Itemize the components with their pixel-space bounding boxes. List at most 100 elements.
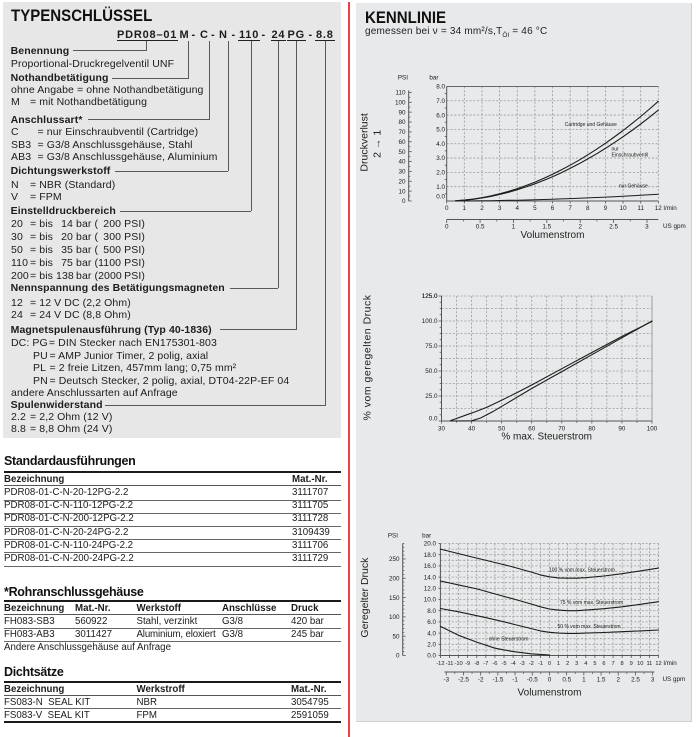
svg-text:Druckverlust: Druckverlust: [358, 113, 370, 171]
svg-text:8: 8: [621, 661, 624, 667]
svg-text:125.0: 125.0: [422, 293, 438, 300]
svg-text:16.0: 16.0: [424, 563, 437, 570]
svg-text:0.0: 0.0: [436, 193, 445, 200]
svg-text:10: 10: [398, 188, 406, 195]
svg-text:100: 100: [389, 614, 400, 621]
svg-text:-1: -1: [538, 661, 543, 667]
svg-text:3: 3: [651, 676, 655, 683]
svg-text:2.5: 2.5: [609, 223, 618, 230]
svg-text:-10: -10: [454, 661, 462, 667]
svg-text:12: 12: [655, 661, 661, 667]
svg-text:-9: -9: [465, 661, 470, 667]
svg-text:8: 8: [586, 205, 590, 212]
svg-text:75 % vom max. Steuerstrom: 75 % vom max. Steuerstrom: [560, 600, 623, 606]
svg-text:7: 7: [612, 661, 615, 667]
svg-text:nur: nur: [612, 147, 620, 153]
svg-text:bar: bar: [422, 532, 431, 539]
svg-text:0.5: 0.5: [476, 223, 485, 230]
svg-text:18.0: 18.0: [424, 552, 437, 559]
svg-text:110: 110: [395, 90, 406, 97]
svg-text:4.0: 4.0: [436, 141, 445, 148]
svg-text:90: 90: [398, 109, 406, 116]
svg-text:9: 9: [630, 661, 633, 667]
svg-text:60: 60: [398, 139, 406, 146]
svg-text:-3: -3: [443, 676, 449, 683]
svg-text:5: 5: [533, 205, 537, 212]
svg-text:50: 50: [498, 426, 506, 433]
svg-text:0: 0: [548, 661, 551, 667]
svg-text:-8: -8: [474, 661, 479, 667]
svg-text:ohne Steuerstrom: ohne Steuerstrom: [489, 637, 529, 643]
svg-text:20.0: 20.0: [424, 541, 437, 548]
svg-text:PSI: PSI: [388, 532, 398, 539]
svg-text:75.0: 75.0: [425, 343, 438, 350]
svg-text:6: 6: [602, 661, 605, 667]
svg-text:PSI: PSI: [398, 75, 408, 82]
svg-text:50 % vom max. Steuerstrom: 50 % vom max. Steuerstrom: [558, 624, 621, 630]
svg-text:125.0: 125.0: [422, 293, 438, 300]
svg-text:70: 70: [398, 129, 406, 136]
svg-text:Cartridge und Gehäuse: Cartridge und Gehäuse: [565, 122, 617, 128]
svg-text:6.0: 6.0: [436, 112, 445, 119]
svg-text:10.0: 10.0: [424, 597, 437, 604]
svg-text:12: 12: [655, 205, 663, 212]
svg-text:100: 100: [395, 100, 406, 107]
svg-text:-7: -7: [483, 661, 488, 667]
svg-text:70: 70: [558, 426, 566, 433]
svg-text:bar: bar: [429, 75, 438, 82]
svg-text:l/min: l/min: [664, 660, 678, 667]
svg-text:10: 10: [637, 661, 643, 667]
svg-text:6.0: 6.0: [427, 619, 436, 626]
svg-text:9: 9: [604, 205, 608, 212]
svg-text:% vom geregelten Druck: % vom geregelten Druck: [362, 294, 374, 420]
svg-text:-2: -2: [478, 676, 484, 683]
svg-text:0.0: 0.0: [429, 416, 438, 423]
svg-text:0: 0: [396, 653, 400, 660]
svg-text:60: 60: [528, 426, 536, 433]
svg-text:4: 4: [515, 205, 519, 212]
svg-text:Einschraubventil: Einschraubventil: [612, 152, 649, 158]
svg-text:1: 1: [512, 223, 516, 230]
svg-text:80: 80: [588, 426, 596, 433]
svg-text:12.0: 12.0: [424, 586, 437, 593]
svg-text:3: 3: [575, 661, 578, 667]
svg-text:6: 6: [551, 205, 555, 212]
svg-text:150: 150: [389, 595, 400, 602]
svg-text:0.0: 0.0: [427, 653, 436, 660]
svg-text:90: 90: [618, 426, 626, 433]
svg-text:% max. Steuerstrom: % max. Steuerstrom: [501, 432, 592, 443]
svg-text:1: 1: [582, 676, 586, 683]
svg-text:-1: -1: [512, 676, 518, 683]
svg-text:0: 0: [548, 676, 552, 683]
svg-text:8.0: 8.0: [427, 608, 436, 615]
svg-text:200: 200: [389, 576, 400, 583]
svg-text:1: 1: [557, 661, 560, 667]
svg-text:100: 100: [647, 426, 658, 433]
svg-text:-11: -11: [446, 661, 454, 667]
svg-text:2 → 1: 2 → 1: [372, 130, 384, 158]
svg-text:4.0: 4.0: [427, 630, 436, 637]
svg-text:-12: -12: [436, 661, 444, 667]
svg-text:US gpm: US gpm: [663, 223, 686, 230]
svg-text:8.0: 8.0: [436, 84, 445, 91]
svg-text:40: 40: [398, 159, 406, 166]
svg-text:30: 30: [438, 426, 446, 433]
svg-text:80: 80: [398, 119, 406, 126]
svg-text:50: 50: [398, 149, 406, 156]
svg-text:11: 11: [637, 205, 644, 212]
svg-text:250: 250: [389, 556, 400, 563]
svg-text:-1.5: -1.5: [492, 676, 503, 683]
svg-text:-2.5: -2.5: [458, 676, 469, 683]
svg-text:0: 0: [445, 223, 449, 230]
svg-text:2: 2: [616, 676, 620, 683]
svg-text:-3: -3: [520, 661, 525, 667]
svg-text:-6: -6: [492, 661, 497, 667]
svg-text:30: 30: [398, 169, 406, 176]
svg-text:5.0: 5.0: [436, 127, 445, 134]
svg-text:US gpm: US gpm: [663, 676, 686, 683]
svg-text:2.0: 2.0: [427, 642, 436, 649]
svg-text:3.0: 3.0: [436, 155, 445, 162]
svg-text:-2: -2: [529, 661, 534, 667]
svg-text:0.5: 0.5: [562, 676, 571, 683]
svg-text:1.5: 1.5: [597, 676, 606, 683]
